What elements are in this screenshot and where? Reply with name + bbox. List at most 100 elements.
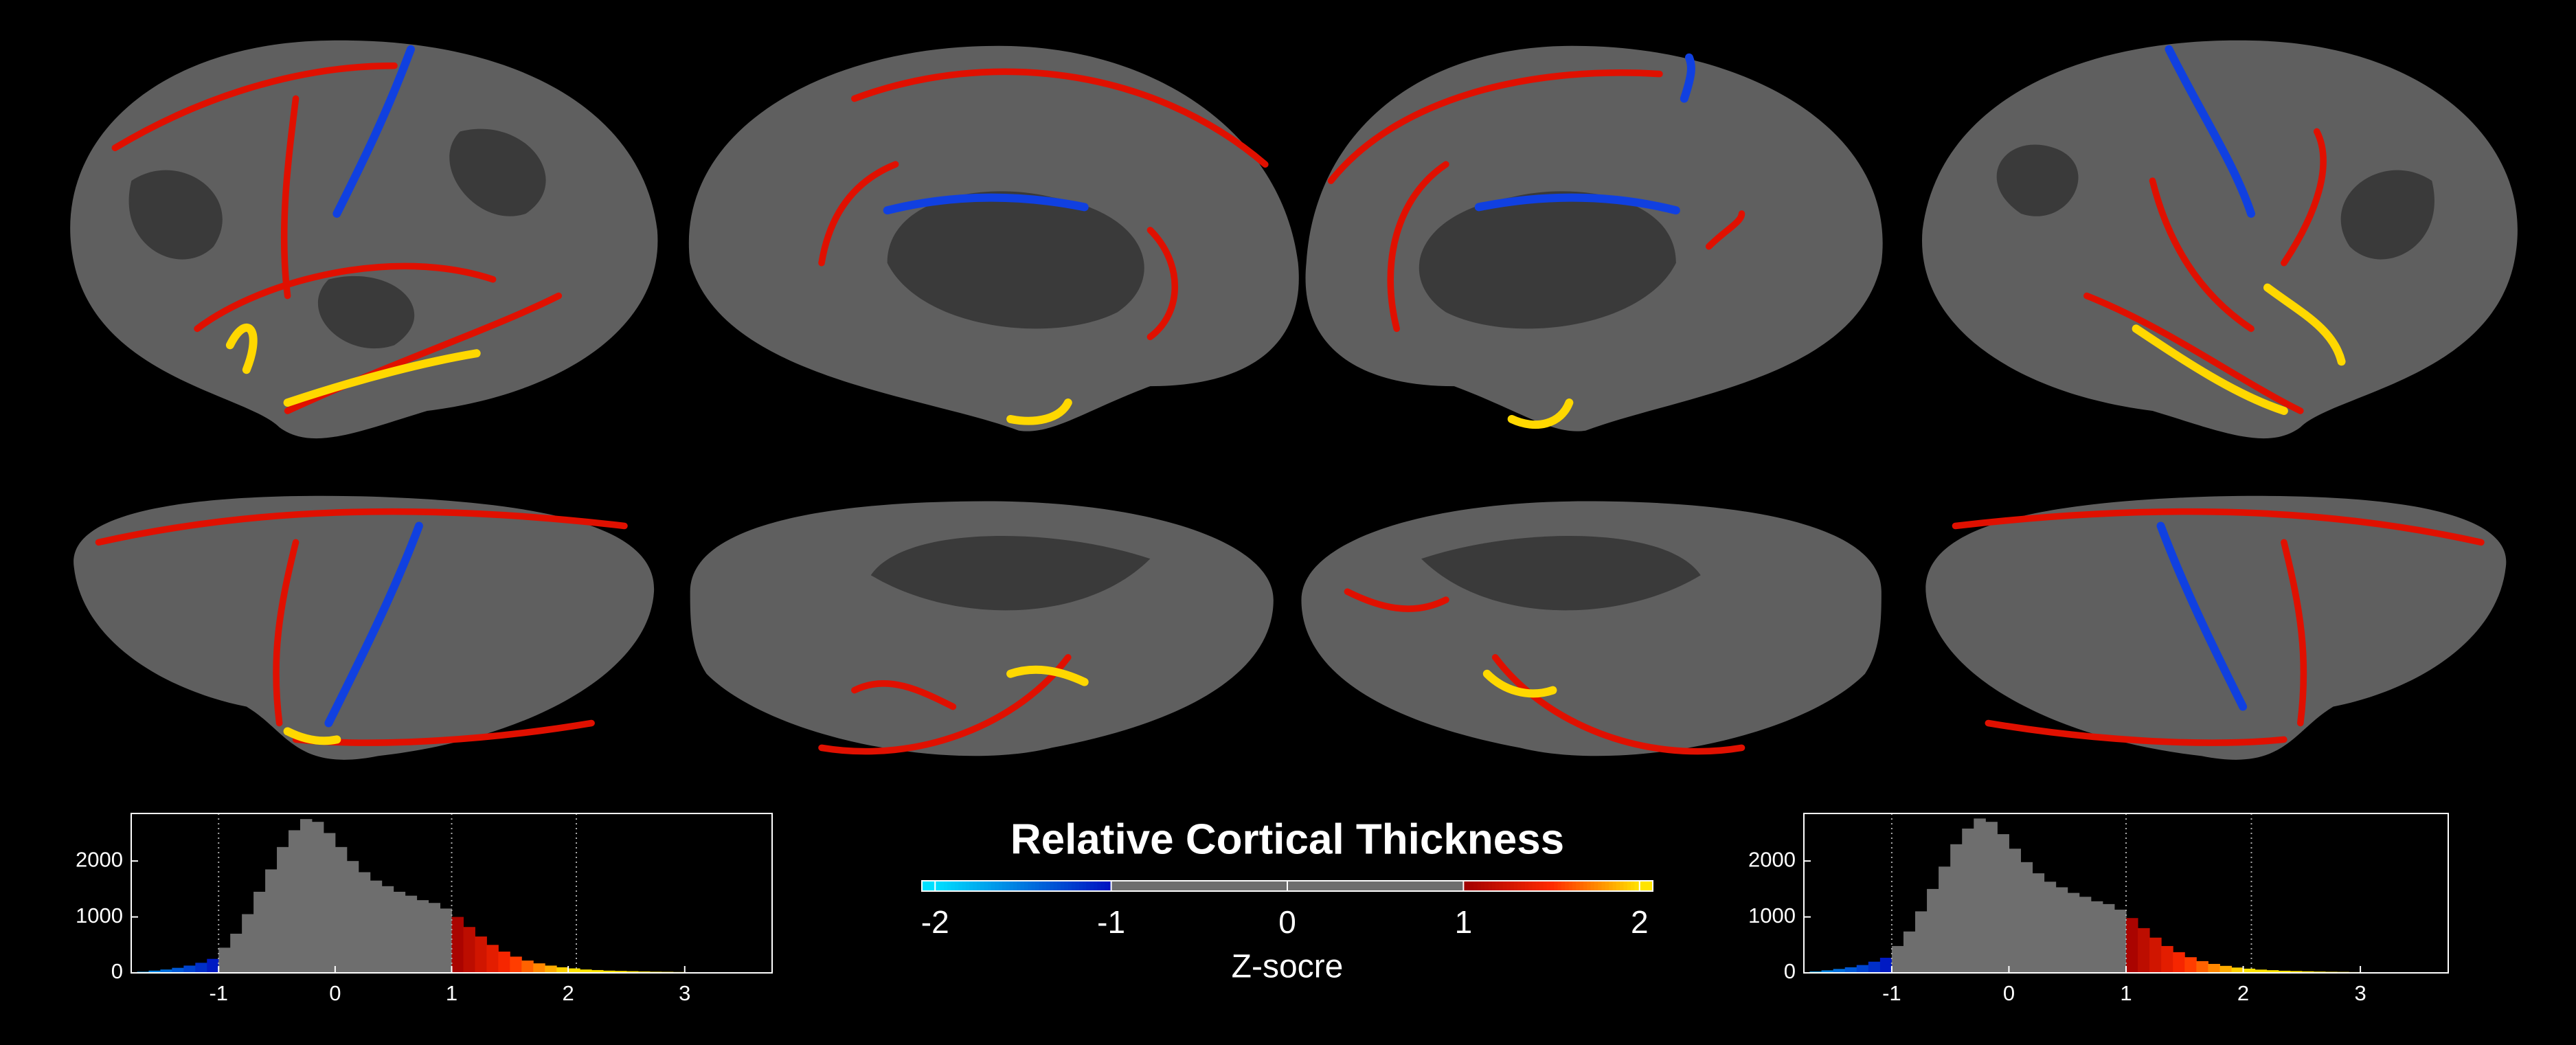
- hist-bar: [1833, 969, 1846, 973]
- colorbar-cell: [1024, 881, 1028, 891]
- y-tick-label: 0: [1784, 959, 1796, 983]
- hist-bar: [498, 952, 510, 973]
- hist-bar: [2114, 910, 2127, 973]
- hist-bar: [405, 895, 418, 973]
- colorbar-cell: [1353, 881, 1357, 891]
- medial-left: [688, 45, 1299, 431]
- hist-bar: [463, 927, 475, 973]
- colorbar-cell: [1338, 881, 1343, 891]
- hist-bar: [614, 971, 627, 973]
- colorbar-cell: [1470, 881, 1474, 891]
- colorbar-cell: [1283, 881, 1288, 891]
- colorbar-cell: [1550, 881, 1555, 891]
- colorbar-cell: [1002, 881, 1006, 891]
- x-tick-label: 3: [679, 981, 690, 1005]
- x-tick-label: -1: [1882, 981, 1901, 1005]
- colorbar-cell: [1185, 881, 1189, 891]
- colorbar-cell: [1046, 881, 1050, 891]
- colorbar-cell: [1609, 881, 1614, 891]
- hist-bar: [2020, 862, 2033, 973]
- colorbar-cell: [1214, 881, 1219, 891]
- colorbar-cell: [1013, 881, 1017, 891]
- hist-bar: [1962, 828, 1974, 973]
- hist-bar: [148, 970, 161, 973]
- colorbar-cell: [1119, 881, 1124, 891]
- hist-bar: [428, 903, 441, 973]
- colorbar-cell: [1083, 881, 1087, 891]
- hist-bar: [2278, 970, 2291, 973]
- colorbar-cell: [1053, 881, 1058, 891]
- colorbar-cell: [1371, 881, 1376, 891]
- colorbar-cell: [1419, 881, 1423, 891]
- hist-bar: [1950, 844, 1963, 973]
- hist-bar: [346, 861, 359, 973]
- colorbar-cell: [1064, 881, 1069, 891]
- colorbar-cell: [1426, 881, 1431, 891]
- colorbar-cell: [1422, 881, 1427, 891]
- hist-bar: [1903, 931, 1916, 973]
- colorbar-cell: [1627, 881, 1631, 891]
- colorbar-cell: [1126, 881, 1131, 891]
- lateral-right: [1921, 40, 2518, 439]
- colorbar-cell: [1313, 881, 1318, 891]
- colorbar-cell: [1316, 881, 1321, 891]
- hist-bar: [2044, 881, 2057, 973]
- colorbar-cell: [1086, 881, 1091, 891]
- colorbar-cell: [1141, 881, 1146, 891]
- hist-bar: [2301, 971, 2314, 973]
- colorbar-cell: [965, 881, 970, 891]
- colorbar-cell: [1122, 881, 1127, 891]
- hist-bar: [545, 965, 557, 973]
- colorbar-cell: [1430, 881, 1434, 891]
- colorbar-tick-label: 2: [1631, 904, 1649, 940]
- colorbar-cell: [1368, 881, 1372, 891]
- hist-bar: [2219, 965, 2232, 973]
- hist-bar: [568, 968, 580, 973]
- colorbar-cell: [958, 881, 963, 891]
- colorbar-cell: [1075, 881, 1080, 891]
- colorbar-cell: [1642, 881, 1646, 891]
- hist-bar: [2102, 903, 2115, 973]
- hist-bar: [160, 969, 172, 973]
- colorbar-cell: [976, 881, 981, 891]
- hist-bar: [253, 891, 266, 973]
- y-tick-label: 2000: [76, 847, 123, 871]
- hist-bar: [1809, 971, 1822, 973]
- colorbar-cell: [947, 881, 952, 891]
- hist-bar: [486, 945, 499, 973]
- colorbar-cell: [1539, 881, 1544, 891]
- hist-bar: [2090, 901, 2103, 973]
- colorbar-cell: [1605, 881, 1609, 891]
- colorbar-cell: [1532, 881, 1537, 891]
- colorbar-cell: [1473, 881, 1478, 891]
- x-tick-label: 2: [563, 981, 574, 1005]
- colorbar-cell: [954, 881, 959, 891]
- hist-bar: [2009, 849, 2022, 973]
- colorbar-cell: [1210, 881, 1215, 891]
- colorbar-cell: [1349, 881, 1354, 891]
- colorbar-cell: [1437, 881, 1442, 891]
- colorbar-cell: [1203, 881, 1208, 891]
- y-tick-label: 0: [111, 959, 123, 983]
- colorbar-cell: [1061, 881, 1065, 891]
- x-tick-label: 3: [2354, 981, 2366, 1005]
- colorbar-cell: [1243, 881, 1248, 891]
- colorbar-cell: [1163, 881, 1168, 891]
- colorbar-cell: [1612, 881, 1617, 891]
- hist-bar: [1974, 818, 1986, 973]
- colorbar-tick-label: -1: [1097, 904, 1125, 940]
- colorbar-cell: [1400, 881, 1405, 891]
- colorbar-cell: [1225, 881, 1230, 891]
- colorbar-cell: [1078, 881, 1083, 891]
- colorbar-cell: [1097, 881, 1102, 891]
- colorbar-cell: [1331, 881, 1335, 891]
- colorbar-cell: [1247, 881, 1252, 891]
- colorbar-label: Z-socre: [1232, 949, 1344, 985]
- hist-bar: [381, 886, 394, 973]
- colorbar-cell: [987, 881, 992, 891]
- colorbar-cell: [1462, 881, 1467, 891]
- hist-bar: [335, 846, 348, 973]
- x-tick-label: 0: [329, 981, 341, 1005]
- colorbar-cell: [1451, 881, 1456, 891]
- colorbar-cell: [1217, 881, 1222, 891]
